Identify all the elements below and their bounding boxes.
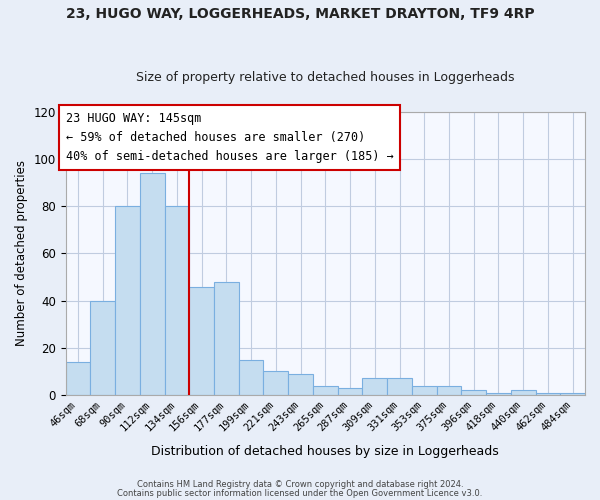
Bar bbox=[140, 174, 164, 395]
Bar bbox=[536, 392, 560, 395]
Bar bbox=[338, 388, 362, 395]
Text: 23, HUGO WAY, LOGGERHEADS, MARKET DRAYTON, TF9 4RP: 23, HUGO WAY, LOGGERHEADS, MARKET DRAYTO… bbox=[65, 8, 535, 22]
Bar bbox=[239, 360, 263, 395]
Bar bbox=[437, 386, 461, 395]
Bar bbox=[263, 372, 288, 395]
Bar bbox=[288, 374, 313, 395]
Bar bbox=[115, 206, 140, 395]
Bar bbox=[560, 392, 585, 395]
Bar bbox=[387, 378, 412, 395]
Text: 23 HUGO WAY: 145sqm
← 59% of detached houses are smaller (270)
40% of semi-detac: 23 HUGO WAY: 145sqm ← 59% of detached ho… bbox=[65, 112, 394, 163]
Bar bbox=[164, 206, 190, 395]
Bar bbox=[91, 300, 115, 395]
Bar bbox=[362, 378, 387, 395]
Bar bbox=[511, 390, 536, 395]
Y-axis label: Number of detached properties: Number of detached properties bbox=[15, 160, 28, 346]
Bar bbox=[65, 362, 91, 395]
Bar bbox=[214, 282, 239, 395]
X-axis label: Distribution of detached houses by size in Loggerheads: Distribution of detached houses by size … bbox=[151, 444, 499, 458]
Title: Size of property relative to detached houses in Loggerheads: Size of property relative to detached ho… bbox=[136, 72, 515, 85]
Text: Contains HM Land Registry data © Crown copyright and database right 2024.: Contains HM Land Registry data © Crown c… bbox=[137, 480, 463, 489]
Bar bbox=[486, 392, 511, 395]
Bar bbox=[313, 386, 338, 395]
Text: Contains public sector information licensed under the Open Government Licence v3: Contains public sector information licen… bbox=[118, 488, 482, 498]
Bar bbox=[461, 390, 486, 395]
Bar bbox=[190, 286, 214, 395]
Bar bbox=[412, 386, 437, 395]
